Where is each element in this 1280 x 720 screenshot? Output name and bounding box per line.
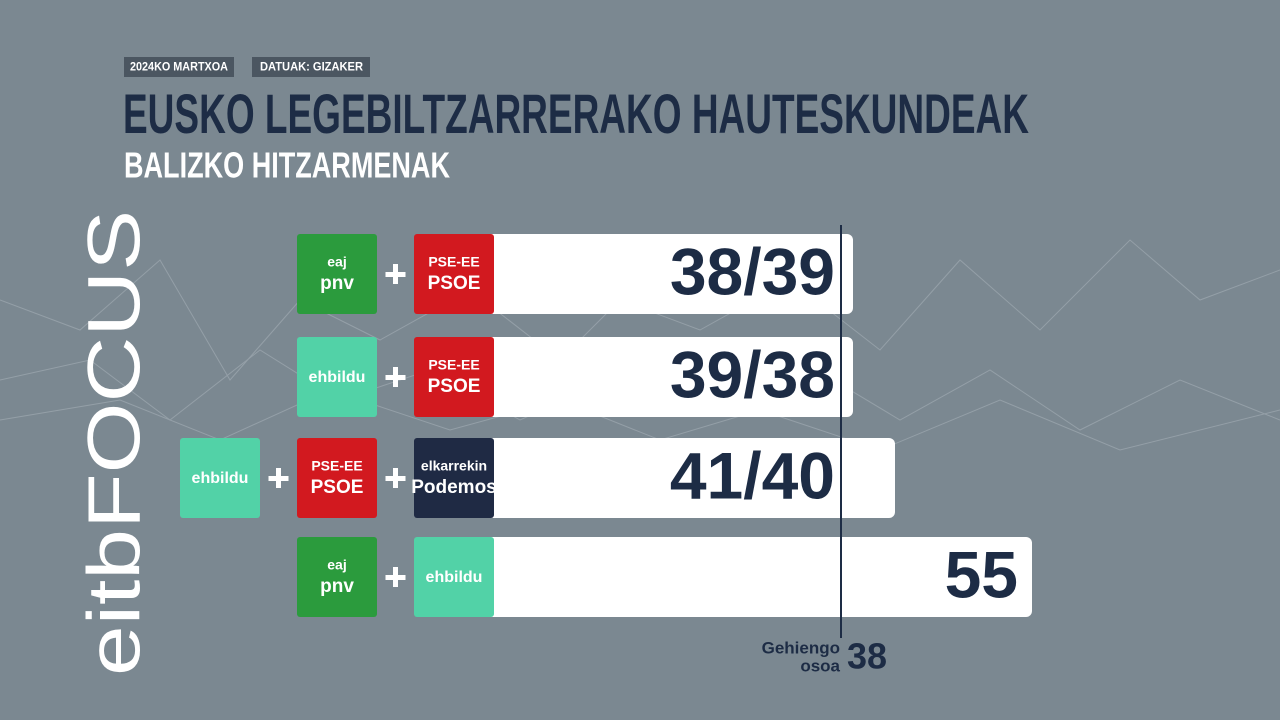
party-name: PSE-EE	[311, 458, 362, 474]
party-name: Podemos	[411, 477, 497, 498]
party-name: ehbildu	[309, 369, 366, 386]
subtitle: BALIZKO HITZARMENAK	[124, 145, 450, 186]
plus-sign	[393, 367, 398, 387]
party-logo	[414, 438, 494, 518]
party-name: PSOE	[311, 477, 364, 498]
coalition-row: eaj pnv ehbildu 55	[297, 537, 1032, 617]
result-value: 38/39	[670, 234, 835, 308]
party-name: ehbildu	[426, 569, 483, 586]
result-value: 39/38	[670, 337, 835, 411]
coalition-row: ehbildu PSE-EE PSOE 39/38	[297, 337, 853, 417]
party-name: eaj	[327, 557, 346, 573]
date: 2024KO MARTXOA	[130, 60, 228, 74]
party-logo	[297, 234, 377, 314]
coalitions: eaj pnv PSE-EE PSOE 38/39 ehbildu PSE-EE PSOE 39…	[180, 234, 1032, 617]
result-bar	[480, 438, 895, 518]
party-name: ehbildu	[192, 470, 249, 487]
majority-value: 38	[847, 636, 887, 677]
party-name: PSOE	[428, 376, 481, 397]
coalition-row: ehbildu PSE-EE PSOE elkarrekin Podemos 41/40	[180, 438, 895, 518]
date-tag	[124, 57, 234, 77]
plus-sign	[276, 468, 281, 488]
plus-sign	[393, 264, 398, 284]
result-value: 55	[945, 537, 1018, 611]
plus-sign	[393, 567, 398, 587]
party-logo	[414, 337, 494, 417]
result-bar	[480, 537, 1032, 617]
title: EUSKO LEGEBILTZARRERAKO HAUTESKUNDEAK	[123, 82, 1029, 145]
party-logo	[414, 234, 494, 314]
result-bar	[480, 337, 853, 417]
party-name: elkarrekin	[421, 458, 487, 474]
party-name: PSOE	[428, 273, 481, 294]
party-name: PSE-EE	[428, 254, 479, 270]
brand-logo: eitbFOCUS	[73, 210, 156, 676]
party-name: eaj	[327, 254, 346, 270]
majority-label: Gehiengo	[762, 638, 840, 657]
party-name: PSE-EE	[428, 357, 479, 373]
party-logo	[297, 438, 377, 518]
result-value: 41/40	[670, 438, 835, 512]
party-name: pnv	[320, 273, 354, 294]
party-logo	[180, 438, 260, 518]
result-bar	[480, 234, 853, 314]
source: DATUAK: GIZAKER	[260, 60, 363, 74]
party-logo	[414, 537, 494, 617]
coalition-row: eaj pnv PSE-EE PSOE 38/39	[297, 234, 853, 314]
plus-sign	[393, 468, 398, 488]
party-name: pnv	[320, 576, 354, 597]
header: 2024KO MARTXOA DATUAK: GIZAKER EUSKO LEG…	[123, 57, 1029, 186]
party-logo	[297, 337, 377, 417]
source-tag	[252, 57, 370, 77]
majority-label: osoa	[800, 656, 840, 675]
party-logo	[297, 537, 377, 617]
